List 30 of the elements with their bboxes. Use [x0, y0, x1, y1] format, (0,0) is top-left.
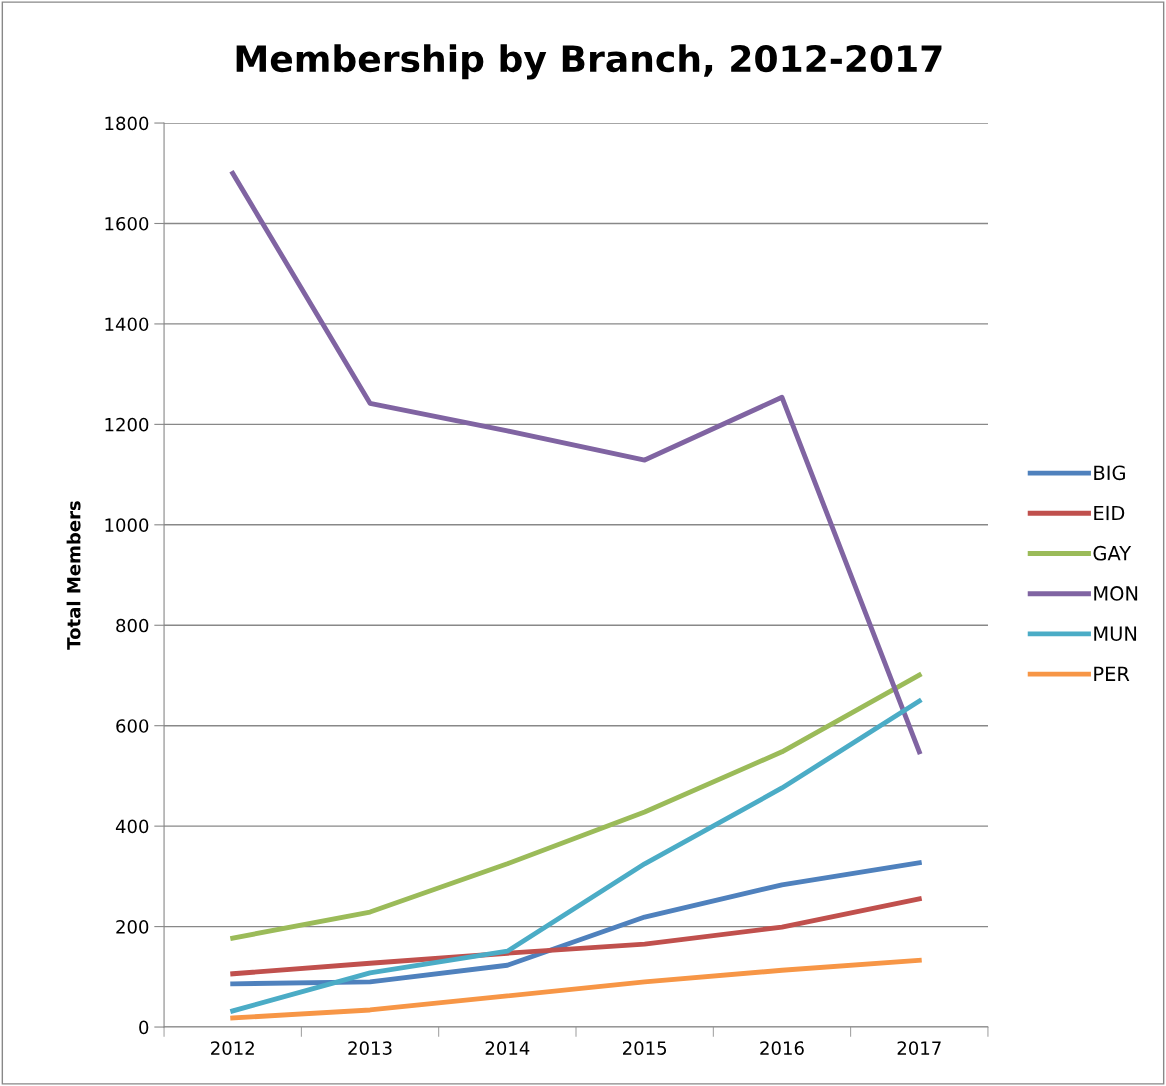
line-series	[230, 672, 922, 941]
y-tick-label: 1800	[105, 116, 149, 131]
x-tick-label: 2016	[760, 1041, 804, 1055]
y-tick-label: 1000	[105, 518, 149, 532]
legend-label: BIG	[1094, 465, 1125, 481]
line-series	[230, 170, 922, 755]
legend-label: MON	[1094, 586, 1138, 601]
y-tick-label: 1200	[105, 417, 149, 432]
line-series	[230, 957, 922, 1021]
x-tick-label: 2014	[485, 1041, 530, 1055]
y-tick-label: 0	[139, 1020, 149, 1035]
x-tick-label: 2015	[623, 1041, 667, 1055]
y-tick-label: 200	[116, 920, 149, 934]
y-tick-label: 800	[116, 618, 149, 633]
x-tick-label: 2012	[211, 1041, 254, 1055]
line-series	[230, 698, 922, 1014]
line-series	[230, 896, 922, 977]
y-axis-title: Total Members	[66, 501, 81, 650]
y-tick-label: 400	[115, 819, 149, 834]
y-tick-label: 1400	[105, 317, 149, 332]
legend-label: EID	[1094, 505, 1125, 521]
x-tick-label: 2013	[348, 1041, 392, 1055]
y-tick-label: 600	[116, 719, 149, 733]
x-tick-label: 2017	[897, 1041, 941, 1055]
y-tick-label: 1600	[105, 216, 149, 231]
legend-label: GAY	[1093, 545, 1132, 561]
legend-label: PER	[1094, 666, 1130, 681]
chart-title: Membership by Branch, 2012-2017	[236, 44, 942, 80]
line-series	[230, 860, 922, 987]
legend-label: MUN	[1094, 626, 1137, 641]
